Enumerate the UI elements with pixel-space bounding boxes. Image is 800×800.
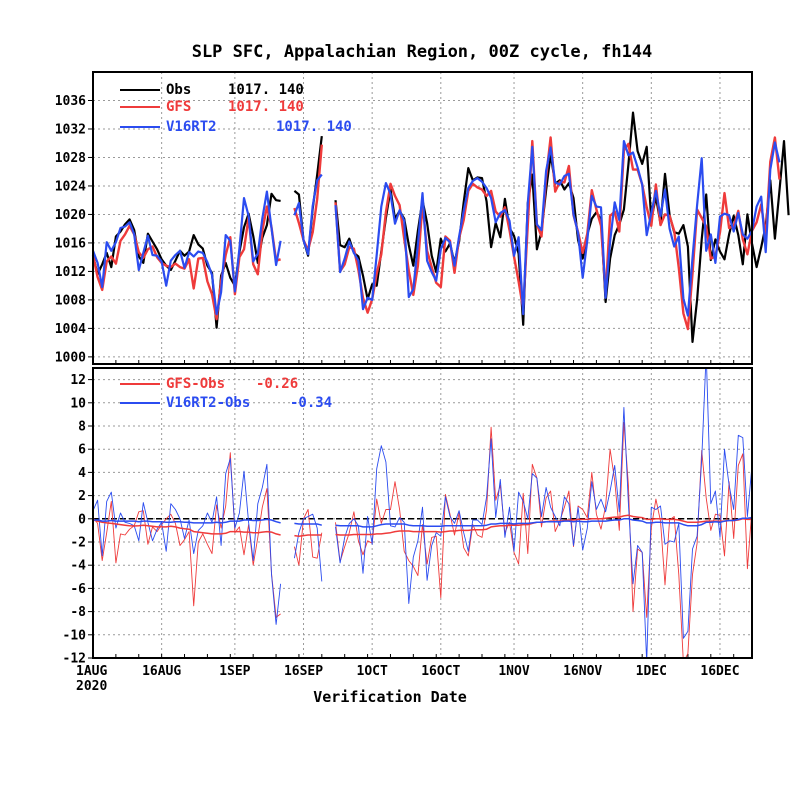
series-line-v16rt2 — [91, 140, 781, 317]
x-tick-label: 16NOV — [563, 664, 602, 679]
plot-frame — [92, 71, 753, 365]
y-tick-label: 12 — [70, 373, 86, 388]
legend-label: V16RT2 — [166, 119, 217, 135]
y-tick-label: 1032 — [55, 122, 86, 137]
bottom-panel-bias: -12 -10 -8 -6 -4 -2 0 2 4 6 8 10 12 GFS-Obs -0.26 V16RT… — [63, 367, 753, 667]
x-axis-title: Verification Date — [313, 688, 467, 706]
bias-lines — [93, 368, 752, 658]
legend-value: 1017. 140 — [276, 119, 352, 135]
y-tick-label: 1012 — [55, 265, 86, 280]
x-tick-label: 16SEP — [284, 664, 323, 679]
y-tick-label: 1036 — [55, 94, 86, 109]
x-tick-label: 16DEC — [700, 664, 739, 679]
legend-label: GFS-Obs — [166, 376, 225, 392]
y-tick-label: 8 — [78, 420, 86, 435]
y-tick-label: -8 — [70, 605, 86, 620]
y-tick-label: 1000 — [55, 350, 86, 365]
y-tick-label: 1028 — [55, 151, 86, 166]
x-tick-label: 1NOV — [498, 664, 529, 679]
y-tick-label: -6 — [70, 582, 86, 597]
x-tick-label: 1SEP — [219, 664, 250, 679]
x-tick-label: 1OCT — [357, 664, 388, 679]
x-axis-tick-labels: 1AUG 16AUG 1SEP 16SEP 1OCT 16OCT 1NOV 16NOV 1DEC… — [76, 664, 740, 694]
y-tick-label: 1020 — [55, 208, 86, 223]
y-tick-label: 1024 — [55, 179, 86, 194]
legend-value: -0.34 — [290, 395, 332, 411]
legend-label: Obs — [166, 82, 191, 98]
legend-value: 1017. 140 — [228, 99, 304, 115]
legend-value: 1017. 140 — [228, 82, 304, 98]
y-tick-label: 0 — [78, 512, 86, 527]
y-tick-label: 1004 — [55, 322, 86, 337]
y-tick-label: -12 — [63, 652, 86, 667]
legend-label: GFS — [166, 99, 191, 115]
legend-value: -0.26 — [256, 376, 298, 392]
y-tick-label: 1008 — [55, 293, 86, 308]
top-panel-slp: 1000 1004 1008 1012 1016 1020 1024 1028 1032 1036… — [55, 71, 790, 365]
y-tick-label: 4 — [78, 466, 86, 481]
x-tick-year-label: 2020 — [76, 679, 107, 694]
y-tick-label: 1016 — [55, 236, 86, 251]
x-tick-label: 16AUG — [142, 664, 181, 679]
y-tick-label: -4 — [70, 559, 86, 574]
chart-title: SLP SFC, Appalachian Region, 00Z cycle, … — [192, 42, 653, 62]
legend-label: V16RT2-Obs — [166, 395, 250, 411]
x-tick-label: 16OCT — [421, 664, 460, 679]
y-tick-label: -10 — [63, 628, 87, 643]
y-tick-label: 2 — [78, 489, 86, 504]
x-tick-label: 1AUG — [76, 664, 107, 679]
x-tick-label: 1DEC — [636, 664, 667, 679]
y-tick-label: -2 — [70, 536, 86, 551]
y-tick-label: 6 — [78, 443, 86, 458]
series-line-v16rt2-mean-bias — [93, 516, 752, 528]
y-tick-label: 10 — [70, 396, 86, 411]
plot-frame — [92, 367, 753, 659]
